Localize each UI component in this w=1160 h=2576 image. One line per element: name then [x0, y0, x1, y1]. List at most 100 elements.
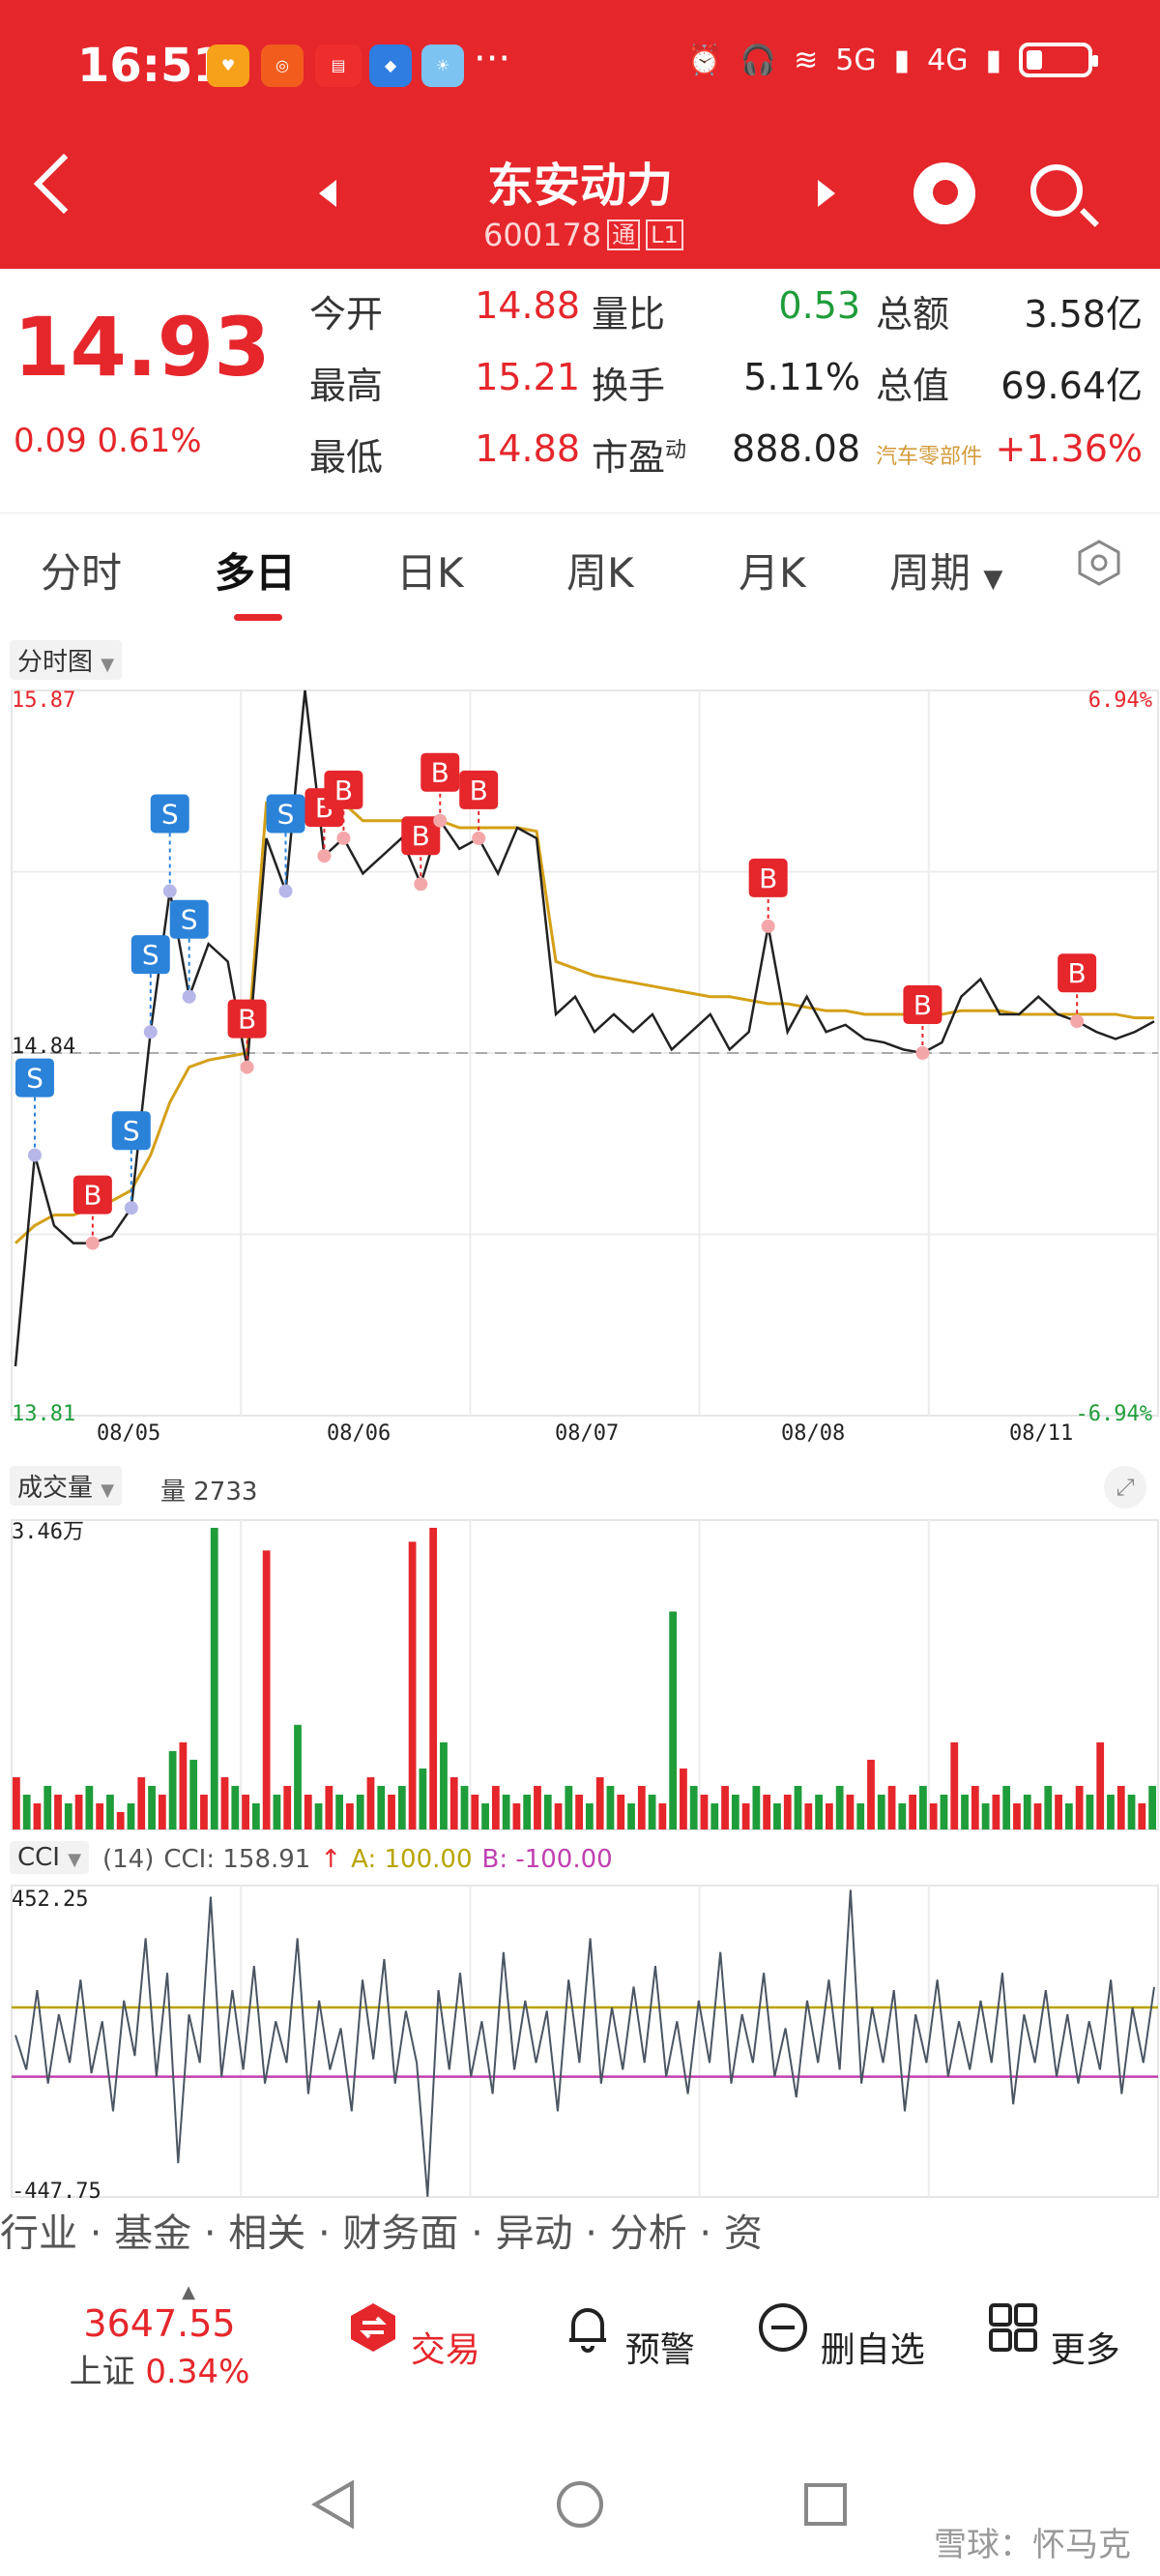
cci-line: [14, 1889, 1155, 2197]
app-icon-2: ◎: [261, 44, 304, 87]
volume-bar-108: [1138, 1802, 1146, 1830]
volume-bar-30: [325, 1785, 334, 1830]
average-price-line: [14, 802, 1154, 1244]
trade-marker-badge-2: [111, 1111, 151, 1151]
minus-circle-icon: [759, 2303, 808, 2352]
nav-remove-watchlist[interactable]: 删自选: [744, 2301, 938, 2372]
index-value: 3647.55: [83, 2302, 236, 2345]
volume-bar-38: [408, 1541, 417, 1830]
volume-bar-97: [1023, 1794, 1031, 1830]
top-bar: 16:51 ♥ ◎ ▤ ◆ ☀ ··· ⏰ 🎧 ≋ 5G ▮ 4G ▮ 东安动力…: [0, 0, 1160, 269]
volume-bar-51: [543, 1794, 552, 1830]
volume-bar-60: [637, 1785, 646, 1830]
x-label-0806: 08/06: [327, 1421, 392, 1446]
volume-bar-28: [304, 1794, 312, 1830]
tab-zhouqi[interactable]: 周期 ▼: [889, 541, 1002, 600]
status-time: 16:51: [77, 39, 225, 93]
volume-bar-100: [1055, 1794, 1062, 1830]
search-icon[interactable]: [1030, 164, 1083, 217]
trade-marker-badge-9: [324, 770, 363, 809]
volume-bar-43: [460, 1785, 469, 1830]
trade-marker-dot-9: [336, 831, 351, 845]
volume-bar-67: [710, 1802, 719, 1830]
trade-marker-label-2: S: [123, 1115, 140, 1147]
quote-label-5: 总值: [876, 365, 950, 407]
volume-bar-27: [294, 1724, 302, 1830]
quote-value-1: 0.53: [778, 284, 860, 327]
trade-marker-badge-10: [401, 816, 441, 856]
prev-stock-icon[interactable]: [319, 180, 336, 207]
trade-marker-label-15: B: [1068, 957, 1087, 989]
volume-bar-53: [565, 1785, 573, 1830]
volume-bar-78: [825, 1802, 833, 1830]
volume-bar-76: [804, 1802, 813, 1830]
volume-bar-55: [586, 1802, 594, 1830]
trade-marker-label-6: B: [238, 1004, 256, 1036]
expand-icon[interactable]: ⤢: [1104, 1466, 1146, 1508]
quote-value-3: 15.21: [475, 356, 580, 398]
section-strip[interactable]: 行业 · 基金 · 相关 · 财务面 · 异动 · 分析 · 资: [0, 2211, 763, 2249]
stock-code-row: 600178 通 L1: [483, 217, 683, 253]
quote-panel: 14.93 0.09 0.61% 今开 14.88 量比 0.53 总额 3.58亿 最高 1…: [0, 269, 1160, 501]
price-panel-chip[interactable]: 分时图 ▼: [10, 640, 123, 680]
more-notifications-icon: ···: [474, 37, 511, 81]
volume-bar-52: [554, 1802, 563, 1830]
tab-duori[interactable]: 多日: [215, 541, 296, 621]
nav-alert[interactable]: 预警: [532, 2301, 725, 2372]
tab-zhouk[interactable]: 周K: [566, 549, 634, 597]
volume-bar-85: [898, 1802, 907, 1830]
quote-value-7: 888.08: [732, 427, 860, 470]
cci-legend: (14) CCI: 158.91 ↑ A: 100.00 B: -100.00: [102, 1845, 613, 1874]
system-recents-icon[interactable]: [797, 2475, 855, 2533]
nav-trade-label: 交易: [410, 2330, 480, 2370]
status-bar: 16:51 ♥ ◎ ▤ ◆ ☀ ··· ⏰ 🎧 ≋ 5G ▮ 4G ▮: [0, 0, 1160, 140]
volume-bar-6: [74, 1794, 83, 1830]
system-home-icon[interactable]: [551, 2475, 609, 2533]
trade-marker-label-11: B: [431, 757, 450, 789]
system-back-icon[interactable]: [305, 2475, 363, 2533]
tab-fenshi[interactable]: 分时: [41, 549, 123, 597]
tag-l1: L1: [646, 220, 683, 250]
quote-label-1: 量比: [592, 293, 666, 336]
volume-bar-59: [627, 1802, 635, 1830]
volume-bar-36: [388, 1794, 395, 1830]
nav-more-label: 更多: [1050, 2330, 1120, 2370]
volume-bar-84: [887, 1785, 896, 1830]
volume-bar-58: [617, 1794, 625, 1830]
tab-yuek[interactable]: 月K: [739, 549, 806, 597]
volume-bar-107: [1127, 1794, 1136, 1830]
volume-bar-56: [595, 1776, 604, 1830]
volume-bar-33: [356, 1794, 364, 1830]
volume-bar-87: [919, 1785, 927, 1830]
mascot-icon[interactable]: [914, 162, 975, 224]
nav-more[interactable]: 更多: [957, 2301, 1150, 2372]
volume-value: 量 2733: [160, 1478, 258, 1507]
index-widget[interactable]: ▲ 3647.55 上证 0.34%: [48, 2282, 271, 2392]
bell-icon: [569, 2308, 607, 2353]
trade-marker-dot-14: [915, 1046, 930, 1060]
volume-bar-99: [1044, 1785, 1053, 1830]
volume-bar-79: [835, 1785, 844, 1830]
trade-marker-dot-2: [124, 1201, 138, 1215]
index-name: 上证: [69, 2353, 135, 2391]
nav-trade[interactable]: 交易: [317, 2301, 510, 2372]
trade-marker-badge-5: [169, 899, 209, 939]
battery-icon: [1019, 43, 1098, 77]
cci-panel-chip[interactable]: CCI ▼: [10, 1841, 90, 1874]
app-icon-4: ◆: [369, 44, 412, 87]
trade-marker-dot-3: [143, 1025, 158, 1039]
x-label-0811: 08/11: [1009, 1421, 1074, 1446]
volume-panel-chip[interactable]: 成交量 ▼: [10, 1466, 123, 1506]
trade-marker-label-9: B: [334, 775, 353, 806]
quote-label-6: 最低: [309, 436, 384, 479]
trade-marker-label-3: S: [142, 939, 160, 971]
tab-rik[interactable]: 日K: [396, 549, 464, 597]
volume-bar-5: [64, 1802, 72, 1830]
volume-bar-14: [158, 1794, 166, 1830]
next-stock-icon[interactable]: [818, 180, 835, 207]
volume-bar-88: [929, 1802, 938, 1830]
price-line: [14, 689, 1155, 1367]
volume-y-max: 3.46万: [12, 1520, 84, 1544]
settings-hex-icon[interactable]: [1075, 539, 1123, 587]
